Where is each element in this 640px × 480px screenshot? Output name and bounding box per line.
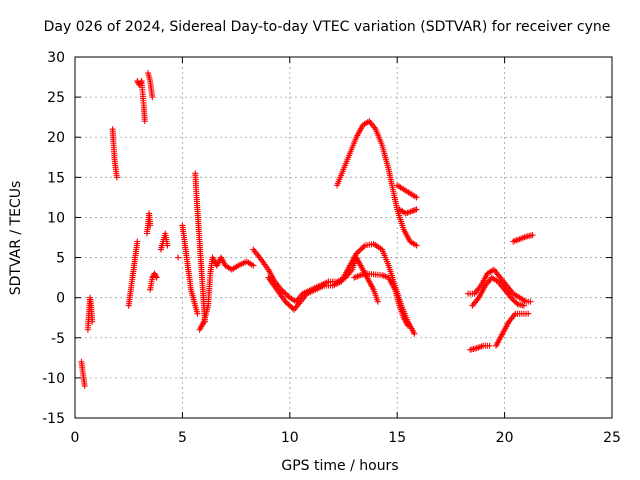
data-point bbox=[509, 295, 516, 302]
data-point bbox=[525, 310, 532, 317]
series-sat-k bbox=[179, 222, 201, 317]
data-point bbox=[354, 249, 361, 256]
data-point bbox=[250, 262, 257, 269]
y-tick-label: 25 bbox=[47, 90, 65, 106]
data-point bbox=[81, 382, 88, 389]
data-point bbox=[141, 118, 148, 125]
data-point bbox=[357, 246, 364, 253]
x-tick-label: 5 bbox=[178, 430, 187, 446]
series-sat-g bbox=[145, 70, 156, 101]
series-sat-b bbox=[84, 294, 96, 333]
data-point bbox=[510, 297, 517, 304]
y-axis-label: SDTVAR / TECUs bbox=[8, 181, 24, 296]
axis-ticks: 0 5 10 15 20 25 -15 -10 -5 0 5 10 15 20 25 30 bbox=[42, 50, 621, 446]
series-sat-f bbox=[143, 210, 154, 237]
data-point bbox=[353, 250, 360, 257]
data-point bbox=[511, 298, 518, 305]
series-sat-c bbox=[109, 126, 120, 181]
series-sat-x bbox=[510, 232, 536, 245]
data-point bbox=[413, 242, 420, 249]
data-point bbox=[194, 310, 201, 317]
data-point bbox=[113, 174, 120, 181]
data-point bbox=[282, 298, 289, 305]
series-sat-v bbox=[467, 342, 493, 353]
x-tick-label: 15 bbox=[388, 430, 406, 446]
data-point bbox=[151, 270, 158, 277]
data-point bbox=[286, 302, 293, 309]
data-point bbox=[149, 94, 156, 101]
series-sat-p bbox=[334, 118, 420, 249]
y-tick-label: 0 bbox=[56, 291, 65, 307]
chart-title: Day 026 of 2024, Sidereal Day-to-day VTE… bbox=[44, 19, 611, 35]
x-tick-label: 0 bbox=[71, 430, 80, 446]
data-point bbox=[359, 245, 366, 252]
series-sat-h bbox=[147, 270, 160, 293]
data-point bbox=[89, 318, 96, 325]
x-axis-label: GPS time / hours bbox=[281, 458, 398, 474]
y-tick-label: -10 bbox=[42, 371, 65, 387]
series-sat-e bbox=[134, 78, 148, 125]
data-point bbox=[360, 243, 367, 250]
data-point bbox=[134, 238, 141, 245]
data-point bbox=[283, 300, 290, 307]
data-point bbox=[152, 273, 159, 280]
x-tick-label: 20 bbox=[496, 430, 514, 446]
y-tick-label: -15 bbox=[42, 411, 65, 427]
plot-frame bbox=[74, 56, 613, 419]
series-sat-d bbox=[125, 238, 141, 309]
series-sat-l bbox=[192, 170, 208, 325]
series-sat-m bbox=[196, 254, 257, 333]
x-tick-label: 10 bbox=[281, 430, 299, 446]
y-tick-label: -5 bbox=[51, 331, 65, 347]
data-point bbox=[175, 254, 182, 261]
y-tick-label: 5 bbox=[56, 251, 65, 267]
data-point bbox=[147, 222, 154, 229]
data-point bbox=[508, 294, 515, 301]
x-tick-label: 25 bbox=[603, 430, 621, 446]
data-point bbox=[137, 79, 144, 86]
data-point bbox=[486, 342, 493, 349]
series-sat-u bbox=[469, 274, 527, 309]
y-tick-label: 20 bbox=[47, 130, 65, 146]
data-point bbox=[529, 232, 536, 239]
data-point bbox=[404, 322, 411, 329]
data-point bbox=[285, 293, 292, 300]
y-tick-label: 15 bbox=[47, 170, 65, 186]
data-point bbox=[413, 194, 420, 201]
data-point bbox=[164, 242, 171, 249]
series-sat-s bbox=[396, 206, 420, 217]
series-sat-i bbox=[157, 230, 171, 253]
data-point bbox=[281, 289, 288, 296]
series-sat-j bbox=[175, 254, 182, 261]
data-marks bbox=[78, 70, 536, 389]
data-point bbox=[527, 298, 534, 305]
series-sat-r bbox=[394, 182, 420, 201]
data-point bbox=[152, 271, 159, 278]
data-point bbox=[288, 304, 295, 311]
data-point bbox=[283, 291, 290, 298]
data-point bbox=[411, 330, 418, 337]
data-point bbox=[282, 290, 289, 297]
series-sat-t bbox=[465, 266, 534, 305]
series-sat-q bbox=[351, 270, 411, 329]
data-point bbox=[413, 206, 420, 213]
series-sat-w bbox=[493, 310, 532, 349]
data-point bbox=[153, 274, 160, 281]
series-sat-a bbox=[78, 358, 88, 389]
y-tick-label: 30 bbox=[47, 50, 65, 66]
data-point bbox=[374, 298, 381, 305]
data-point bbox=[285, 301, 292, 308]
y-tick-label: 10 bbox=[47, 210, 65, 226]
data-point bbox=[520, 302, 527, 309]
data-point bbox=[356, 247, 363, 254]
